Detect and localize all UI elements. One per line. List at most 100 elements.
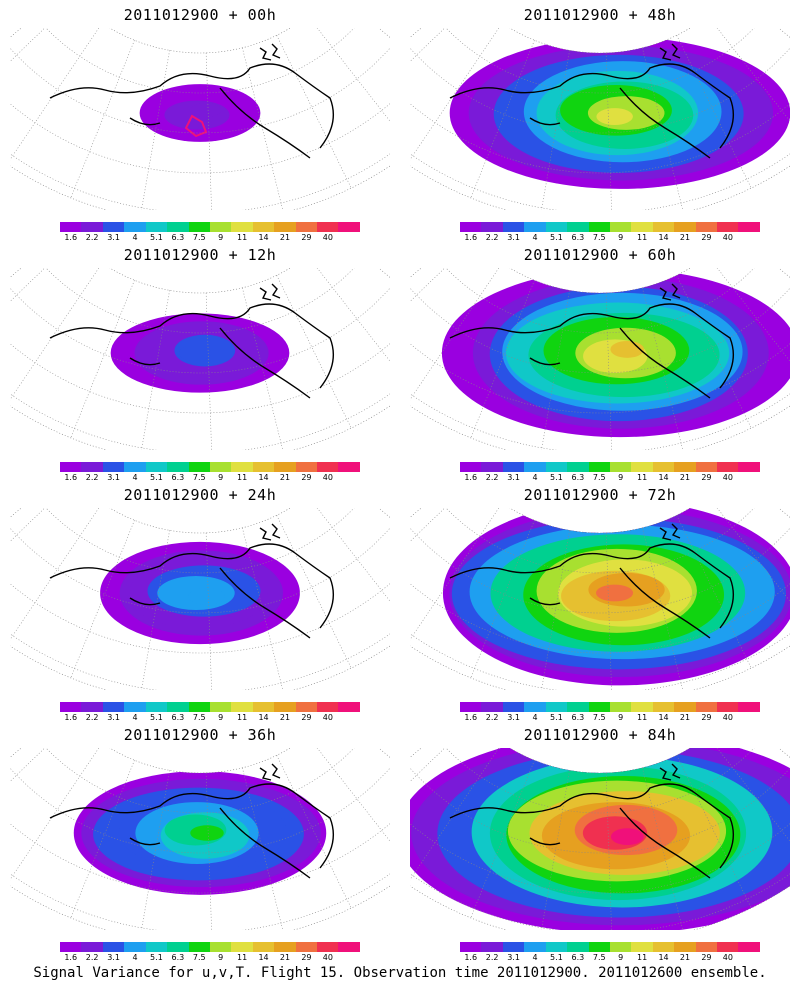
longitude-line bbox=[10, 748, 46, 782]
colorbar-swatch bbox=[338, 702, 360, 712]
colorbar-tick-label: 29 bbox=[701, 233, 712, 242]
colorbar-swatch bbox=[695, 462, 718, 472]
colorbar-tick-label: 4 bbox=[132, 713, 138, 722]
colorbar-tick-label: 40 bbox=[322, 473, 333, 482]
colorbar-tick-label: 6.3 bbox=[171, 953, 185, 962]
colorbar-tick-label: 6.3 bbox=[571, 953, 585, 962]
colorbar-swatch bbox=[674, 702, 696, 712]
longitude-line bbox=[541, 770, 570, 930]
latitude-line bbox=[45, 508, 355, 574]
longitude-line bbox=[716, 508, 790, 602]
colorbar-tick-label: 40 bbox=[722, 473, 733, 482]
contour-fill bbox=[190, 102, 222, 118]
colorbar-tick-label: 5.1 bbox=[550, 473, 563, 482]
colorbar-swatch bbox=[102, 222, 125, 232]
colorbar-tick-label: 21 bbox=[679, 953, 691, 962]
colorbar-tick-label: 1.6 bbox=[464, 713, 478, 722]
colorbar-swatch bbox=[338, 222, 360, 232]
colorbar-tick-label: 3.1 bbox=[507, 713, 520, 722]
colorbar-swatch bbox=[317, 942, 339, 952]
map-border bbox=[410, 28, 790, 210]
longitude-line bbox=[716, 748, 790, 842]
variance-map bbox=[410, 28, 790, 210]
colorbar-swatch bbox=[231, 462, 253, 472]
variance-map bbox=[410, 268, 790, 450]
colorbar-swatch bbox=[567, 222, 589, 232]
longitude-line bbox=[242, 767, 284, 930]
longitude-line bbox=[410, 508, 446, 542]
colorbar-swatch bbox=[274, 942, 296, 952]
colorbar-swatch bbox=[502, 222, 525, 232]
colorbar-swatch bbox=[545, 942, 568, 952]
longitude-line bbox=[242, 527, 284, 690]
variance-field bbox=[410, 748, 790, 930]
latitude-line bbox=[10, 527, 390, 614]
coastline bbox=[49, 763, 334, 879]
colorbar-swatch bbox=[695, 702, 718, 712]
colorbar-swatch bbox=[209, 702, 232, 712]
map-panel: 2011012900 + 84h 1.6 2.2 3.1 4 5.1 6.3 7.5 9 11 14… bbox=[400, 720, 800, 962]
colorbar-tick-label: 4 bbox=[532, 473, 538, 482]
colorbar-labels: 1.6 2.2 3.1 4 5.1 6.3 7.5 9 11 14 21 29 40 bbox=[60, 952, 360, 964]
colorbar-swatch bbox=[545, 702, 568, 712]
colorbar: 1.6 2.2 3.1 4 5.1 6.3 7.5 9 11 14 21 29 40 bbox=[460, 942, 760, 966]
colorbar-tick-label: 14 bbox=[258, 713, 269, 722]
longitude-line bbox=[605, 532, 612, 690]
colorbar-tick-label: 3.1 bbox=[507, 233, 520, 242]
colorbar-tick-label: 3.1 bbox=[107, 233, 120, 242]
panel-title: 2011012900 + 72h bbox=[523, 486, 677, 504]
colorbar: 1.6 2.2 3.1 4 5.1 6.3 7.5 9 11 14 21 29 40 bbox=[460, 702, 760, 726]
longitude-line bbox=[141, 50, 170, 210]
colorbar-swatches bbox=[60, 462, 360, 472]
longitude-line bbox=[642, 767, 684, 930]
colorbar-swatch bbox=[652, 462, 675, 472]
latitude-line bbox=[445, 268, 755, 334]
colorbar-tick-label: 9 bbox=[618, 473, 624, 482]
colorbar-swatch bbox=[188, 702, 210, 712]
colorbar-swatch bbox=[524, 702, 546, 712]
colorbar-tick-label: 29 bbox=[301, 713, 312, 722]
colorbar-swatch bbox=[695, 942, 718, 952]
longitude-line bbox=[605, 772, 612, 930]
colorbar-tick-label: 40 bbox=[322, 953, 333, 962]
colorbar-tick-label: 5.1 bbox=[550, 953, 563, 962]
longitude-line bbox=[316, 748, 390, 842]
colorbar-swatch bbox=[502, 702, 525, 712]
longitude-line bbox=[605, 292, 612, 450]
map-panel: 2011012900 + 72h 1.6 2.2 3.1 4 5.1 6.3 7.5 9 11 14… bbox=[400, 480, 800, 722]
colorbar-tick-label: 7.5 bbox=[592, 953, 606, 962]
latitude-line bbox=[10, 823, 390, 894]
colorbar-swatch bbox=[274, 462, 296, 472]
longitude-line bbox=[242, 47, 284, 210]
latitude-line bbox=[45, 268, 355, 334]
colorbar-swatch bbox=[738, 942, 760, 952]
colorbar-swatch bbox=[588, 222, 610, 232]
colorbar: 1.6 2.2 3.1 4 5.1 6.3 7.5 9 11 14 21 29 40 bbox=[60, 222, 360, 246]
longitude-line bbox=[205, 532, 212, 690]
panel-title: 2011012900 + 36h bbox=[123, 726, 277, 744]
contour-fill bbox=[595, 584, 634, 602]
colorbar-tick-label: 9 bbox=[218, 713, 224, 722]
colorbar-tick-label: 21 bbox=[679, 713, 691, 722]
longitude-line bbox=[10, 268, 46, 302]
colorbar-swatch bbox=[460, 222, 482, 232]
longitude-line bbox=[10, 28, 100, 161]
colorbar-tick-label: 2.2 bbox=[85, 473, 99, 482]
longitude-line bbox=[141, 290, 170, 450]
longitude-line bbox=[642, 47, 684, 210]
colorbar-swatch bbox=[317, 462, 339, 472]
variance-map bbox=[10, 268, 390, 450]
contour-fill bbox=[179, 345, 212, 361]
latitude-line bbox=[45, 748, 355, 814]
colorbar-tick-label: 5.1 bbox=[150, 473, 163, 482]
colorbar-tick-label: 11 bbox=[237, 473, 248, 482]
colorbar-swatch bbox=[124, 462, 146, 472]
latitude-line bbox=[10, 767, 390, 854]
coastline bbox=[49, 283, 334, 399]
colorbar-swatch bbox=[738, 462, 760, 472]
latitude-line bbox=[410, 287, 790, 374]
longitude-line bbox=[676, 35, 752, 189]
colorbar-tick-label: 14 bbox=[658, 713, 669, 722]
colorbar-tick-label: 11 bbox=[637, 473, 648, 482]
colorbar-swatch bbox=[567, 942, 589, 952]
